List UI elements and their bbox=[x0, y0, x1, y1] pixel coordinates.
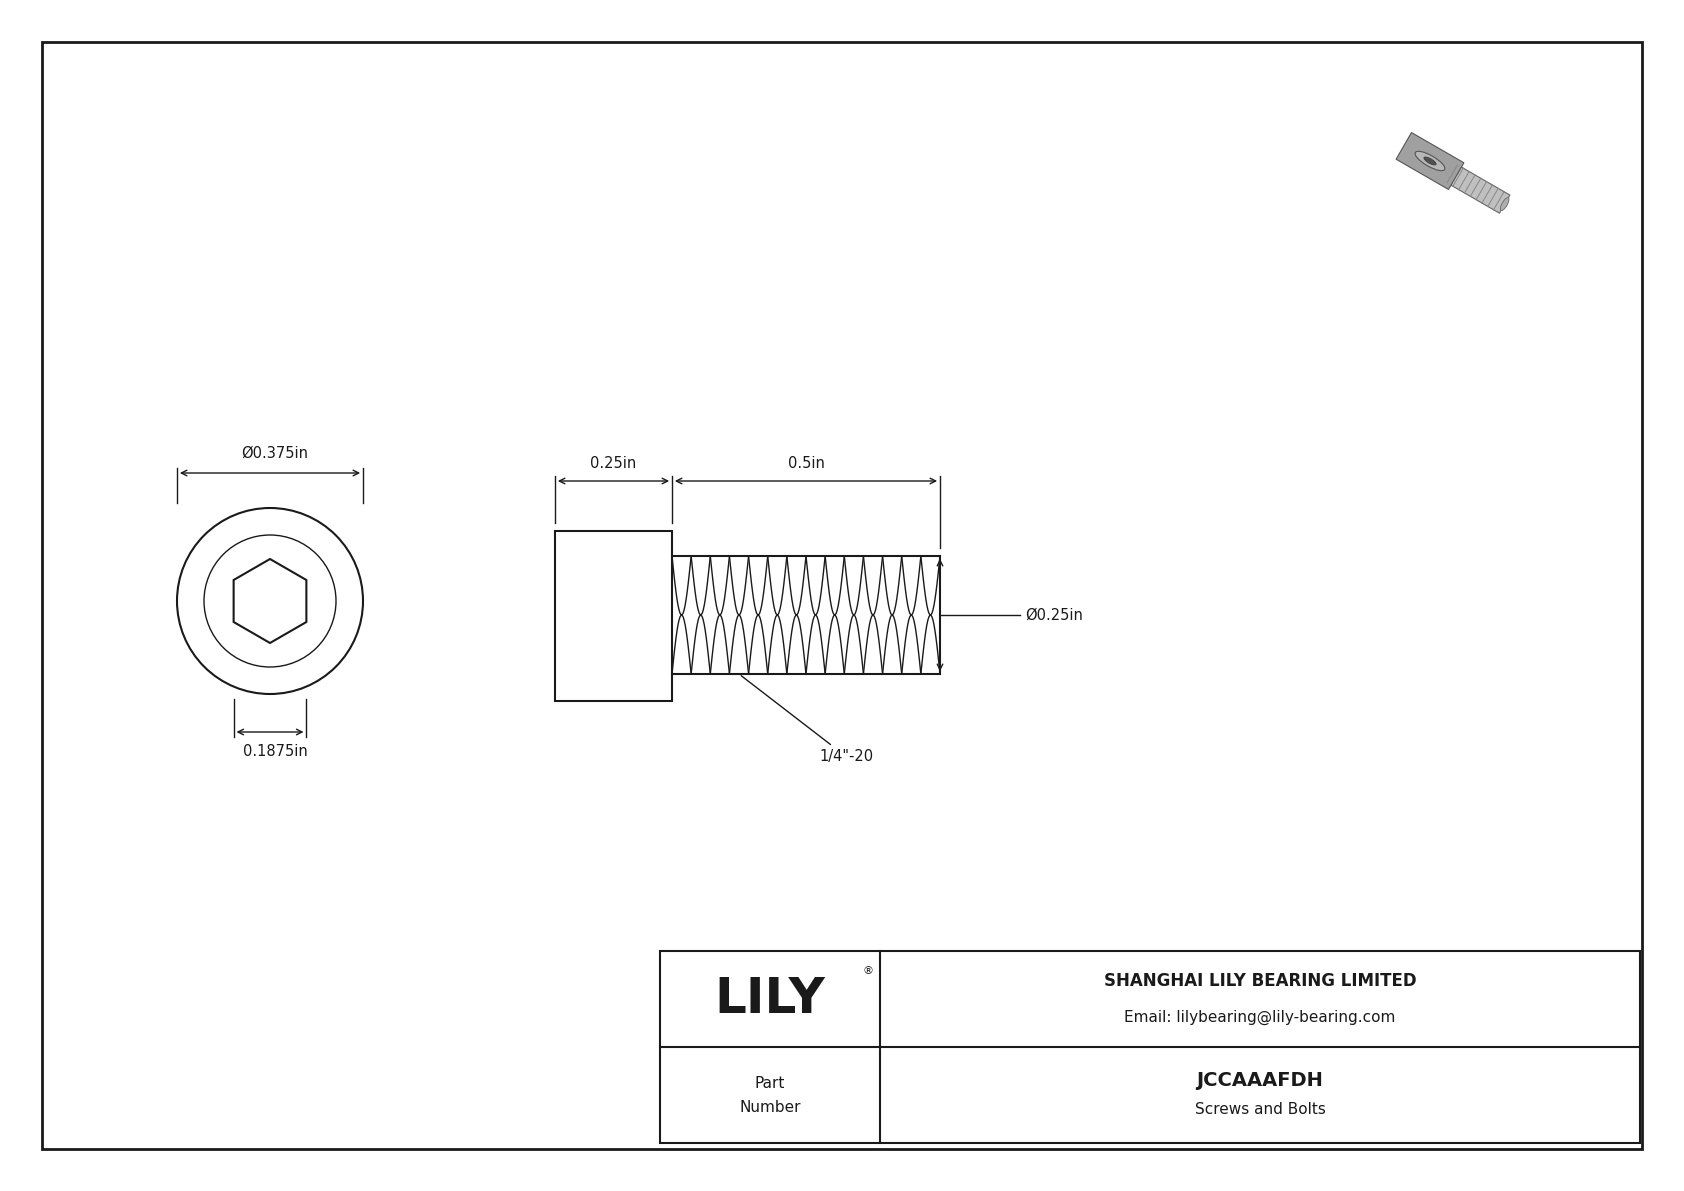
Bar bbox=[556, 531, 672, 701]
Text: Number: Number bbox=[739, 1099, 802, 1115]
Text: JCCAAAFDH: JCCAAAFDH bbox=[1197, 1072, 1324, 1091]
Text: ®: ® bbox=[862, 966, 872, 975]
Text: Screws and Bolts: Screws and Bolts bbox=[1194, 1102, 1325, 1116]
Text: Email: lilybearing@lily-bearing.com: Email: lilybearing@lily-bearing.com bbox=[1125, 1010, 1396, 1024]
Text: Ø0.375in: Ø0.375in bbox=[241, 445, 308, 461]
Ellipse shape bbox=[1425, 157, 1436, 166]
Text: 1/4"-20: 1/4"-20 bbox=[741, 675, 872, 763]
Text: SHANGHAI LILY BEARING LIMITED: SHANGHAI LILY BEARING LIMITED bbox=[1103, 972, 1416, 990]
Ellipse shape bbox=[1500, 198, 1509, 211]
Text: LILY: LILY bbox=[714, 975, 825, 1023]
Ellipse shape bbox=[1415, 151, 1445, 170]
Text: Ø0.25in: Ø0.25in bbox=[1026, 607, 1083, 623]
Polygon shape bbox=[1396, 132, 1463, 189]
Text: Part: Part bbox=[754, 1075, 785, 1091]
Text: 0.1875in: 0.1875in bbox=[242, 744, 308, 759]
Polygon shape bbox=[1447, 164, 1511, 213]
Text: 0.25in: 0.25in bbox=[591, 456, 637, 470]
Bar bbox=[660, 950, 1640, 1143]
Text: 0.5in: 0.5in bbox=[788, 456, 825, 470]
